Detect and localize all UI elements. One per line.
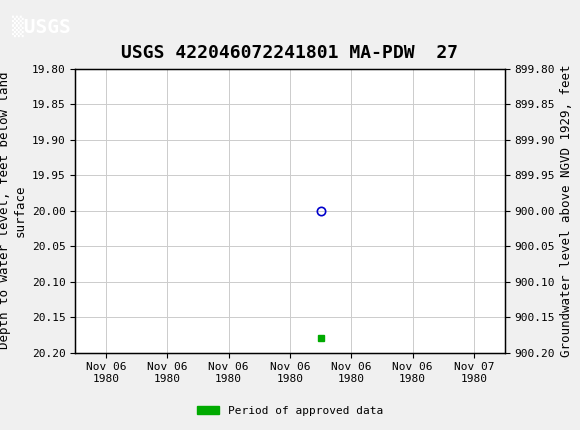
Y-axis label: Groundwater level above NGVD 1929, feet: Groundwater level above NGVD 1929, feet — [560, 64, 574, 357]
Legend: Period of approved data: Period of approved data — [193, 401, 387, 420]
Y-axis label: Depth to water level, feet below land
surface: Depth to water level, feet below land su… — [0, 72, 26, 350]
Title: USGS 422046072241801 MA-PDW  27: USGS 422046072241801 MA-PDW 27 — [121, 44, 459, 61]
Text: ▒USGS: ▒USGS — [12, 15, 70, 37]
